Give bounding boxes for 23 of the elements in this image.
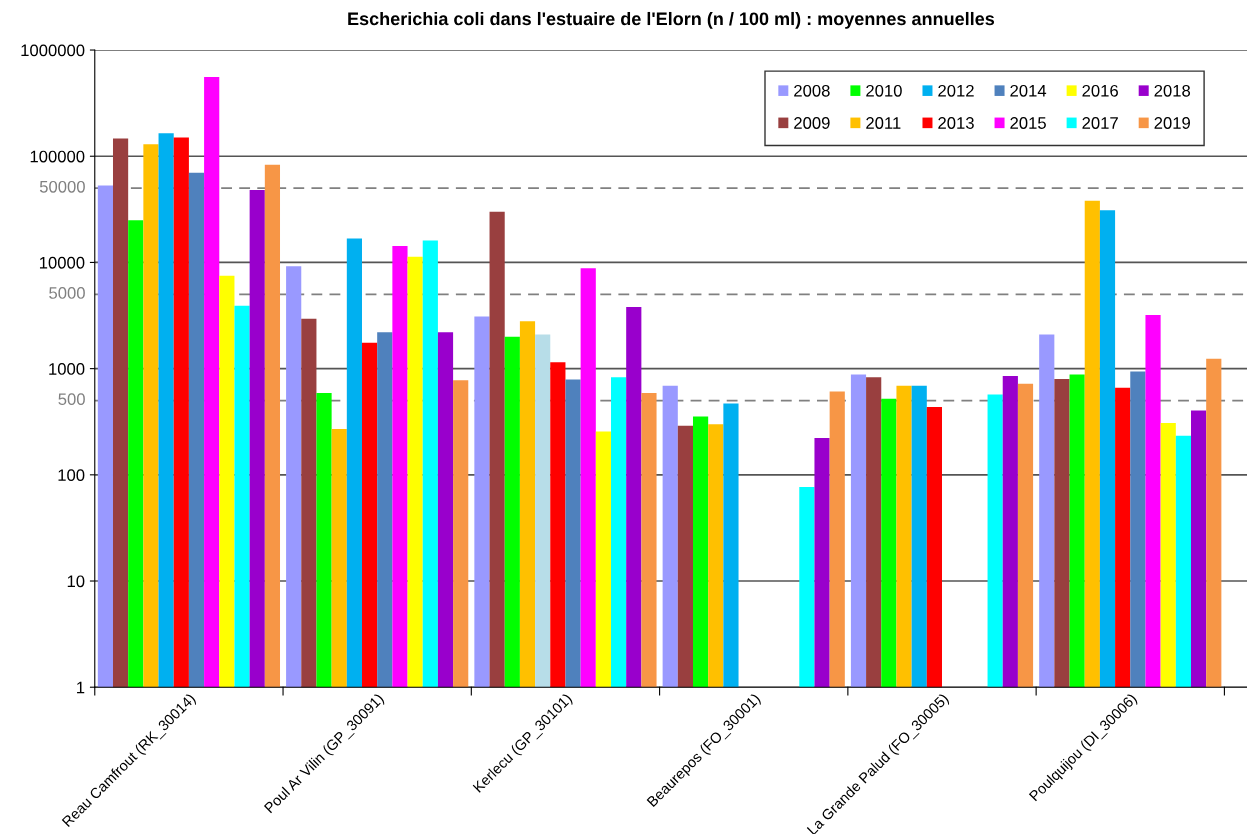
- y-tick-label: 100: [58, 469, 85, 482]
- y-tick-label: 1: [77, 681, 85, 694]
- y-tick-label: 1000: [49, 363, 85, 375]
- legend-label: 2013: [938, 117, 974, 129]
- legend-label: 2017: [1082, 117, 1118, 129]
- legend-label: 2009: [794, 117, 830, 129]
- legend-label: 2012: [938, 84, 974, 97]
- legend-label: 2015: [1010, 117, 1046, 129]
- legend-label: 2018: [1154, 84, 1191, 97]
- legend-label: 2011: [866, 117, 901, 129]
- legend-label: 2010: [866, 84, 902, 97]
- ref-line-label: 50000: [39, 180, 85, 193]
- legend-label: 2008: [794, 84, 830, 97]
- y-tick-label: 100000: [30, 150, 85, 163]
- legend-label: 2019: [1154, 117, 1190, 129]
- y-tick-label: 10000: [39, 256, 85, 269]
- ref-line-label: 5000: [49, 287, 85, 299]
- legend-label: 2016: [1082, 84, 1118, 97]
- legend-label: 2014: [1010, 84, 1047, 97]
- y-tick-label: 1000000: [21, 44, 85, 57]
- chart-title: Escherichia coli dans l'estuaire de l'Elorn (n / 100 ml) : moyennes annuelles: [348, 11, 995, 29]
- ref-line-label: 500: [58, 393, 85, 406]
- y-tick-label: 10: [67, 575, 85, 588]
